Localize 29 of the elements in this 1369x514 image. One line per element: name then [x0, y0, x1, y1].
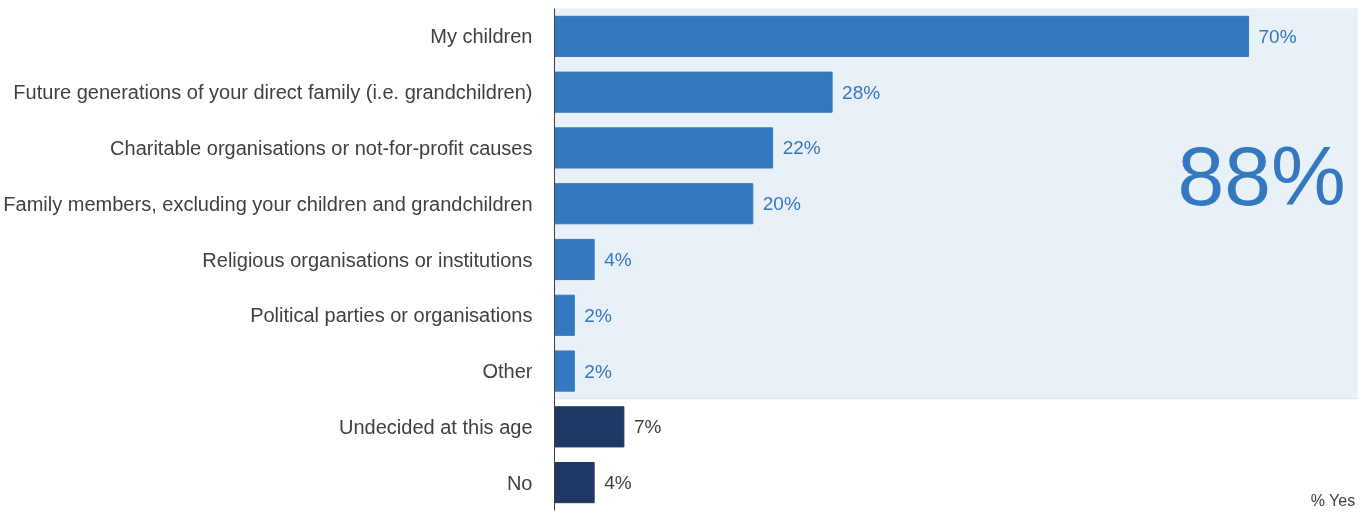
- data-label: 22%: [782, 137, 821, 159]
- y-tick-label: My children: [430, 25, 533, 48]
- y-tick-label: Charitable organisations or not-for-profit causes: [110, 136, 533, 159]
- data-label: 20%: [762, 193, 801, 215]
- bar: [554, 462, 595, 504]
- bar: [554, 127, 774, 169]
- bar: [554, 406, 625, 448]
- y-tick-label: Political parties or organisations: [250, 304, 533, 327]
- bar: [554, 71, 833, 113]
- data-label: 70%: [1258, 25, 1297, 47]
- band-label: 88%: [1177, 128, 1346, 223]
- bar: [554, 183, 754, 225]
- data-label: 4%: [604, 472, 632, 494]
- bar: [554, 294, 575, 336]
- y-tick-label: Future generations of your direct family (i.e. grandchildren): [13, 81, 533, 104]
- bar: [554, 238, 595, 281]
- y-tick-label: Other: [482, 360, 533, 383]
- y-tick-label: Family members, excluding your children and grandchildren: [3, 192, 533, 215]
- bar: [554, 350, 575, 392]
- text: % Yes: [1310, 491, 1356, 509]
- y-tick-label: Undecided at this age: [339, 415, 533, 438]
- y-tick-label: Religious organisations or institutions: [202, 248, 533, 271]
- data-label: 7%: [633, 416, 662, 438]
- y-tick-label: No: [506, 471, 533, 494]
- data-label: 2%: [584, 360, 612, 382]
- data-label: 2%: [584, 304, 612, 326]
- data-label: 28%: [842, 81, 881, 103]
- data-label: 4%: [604, 249, 632, 270]
- bar: [554, 15, 1250, 57]
